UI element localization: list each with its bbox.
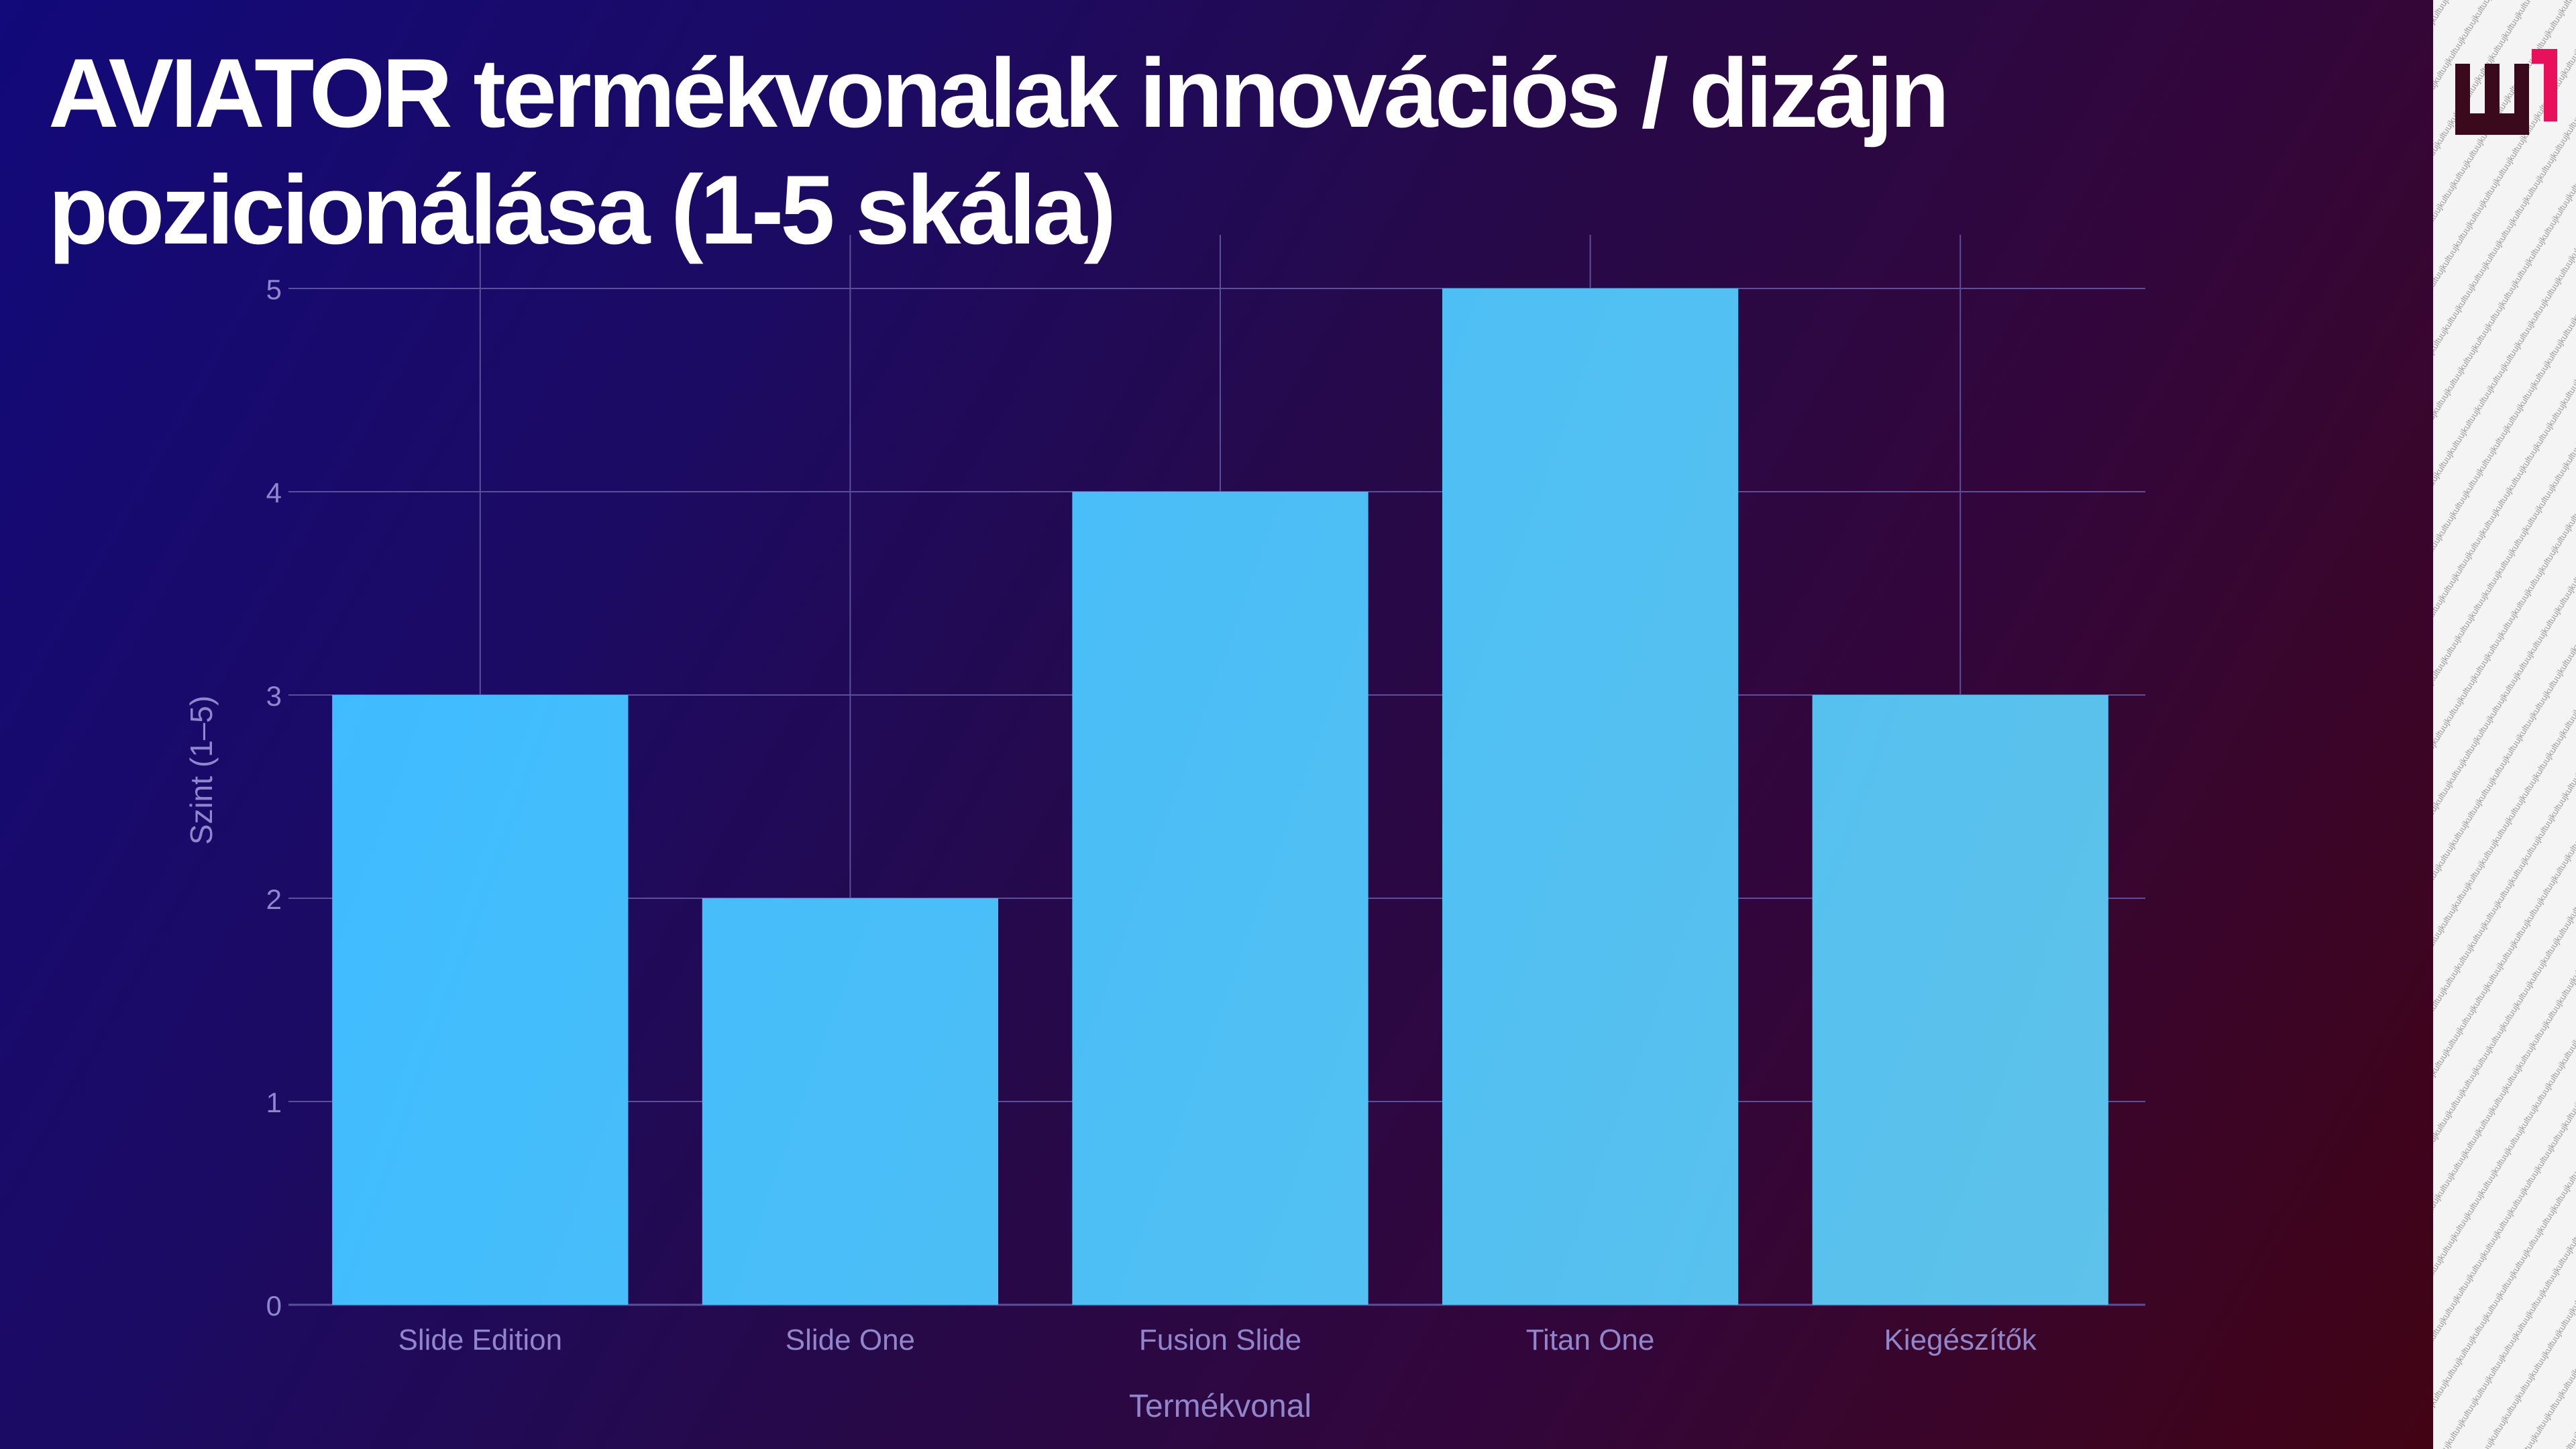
watermark-strip: ujkultur <box>2433 0 2576 1449</box>
axes: 0 1 2 3 4 5 Slide Edition Slide One Fusion Slide… <box>266 274 2037 1356</box>
logo-accent <box>2532 49 2557 121</box>
bar <box>1442 288 1739 1305</box>
logo-mark <box>2455 64 2529 135</box>
y-tick-label: 4 <box>266 477 282 508</box>
bars <box>332 288 2108 1305</box>
y-tick-label: 1 <box>266 1087 282 1118</box>
x-tick-label: Titan One <box>1526 1324 1655 1356</box>
x-tick-label: Slide One <box>786 1324 915 1356</box>
bar <box>1812 695 2108 1305</box>
y-tick-label: 5 <box>266 274 282 305</box>
bar <box>702 898 999 1305</box>
x-tick-label: Slide Edition <box>398 1324 562 1356</box>
y-tick-label: 2 <box>266 883 282 915</box>
y-axis-label: Szint (1–5) <box>184 696 219 845</box>
brand-logo <box>2455 49 2557 135</box>
x-axis-label: Termékvonal <box>1129 1389 1311 1424</box>
bar <box>332 695 629 1305</box>
bar-chart: 0 1 2 3 4 5 Slide Edition Slide One Fusion Slide… <box>184 235 2145 1424</box>
x-tick-label: Kiegészítők <box>1884 1324 2037 1356</box>
watermark-pattern: ujkultur <box>2433 0 2576 1449</box>
chart-title: AVIATOR termékvonalak innovációs / dizáj… <box>48 38 1949 264</box>
y-tick-label: 3 <box>266 680 282 712</box>
y-tick-label: 0 <box>266 1290 282 1322</box>
x-tick-label: Fusion Slide <box>1139 1324 1301 1356</box>
bar <box>1072 492 1368 1305</box>
